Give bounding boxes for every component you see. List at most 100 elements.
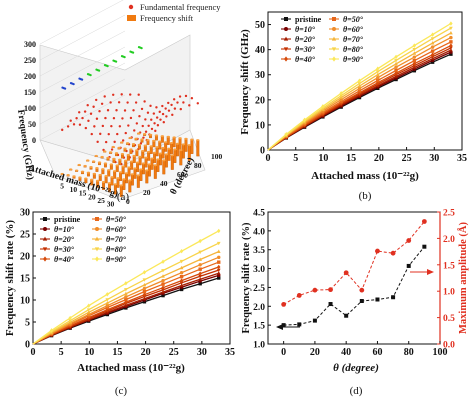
data-point: [284, 131, 288, 137]
legend-marker: [284, 17, 288, 21]
shift-bar-cap: [95, 167, 99, 170]
z-tick-label: 150: [24, 88, 36, 97]
amplitude-point: [281, 302, 287, 307]
data-point: [124, 297, 128, 302]
data-point: [449, 31, 453, 35]
wall-grid-line: [39, 78, 126, 125]
shift-bar: [153, 152, 157, 163]
data-point: [142, 286, 147, 291]
panel-c-xlabel: Attached mass (10⁻²²g): [77, 362, 185, 374]
fundamental-dot: [137, 93, 140, 96]
data-point: [357, 89, 362, 93]
shift-bar: [113, 171, 117, 179]
shift-bar-cap: [172, 136, 176, 139]
data-point: [179, 248, 184, 254]
fundamental-dot: [81, 116, 84, 120]
panel-a-legend: Fundamental frequency Frequency shift: [127, 2, 221, 23]
z-tick-label: 0: [32, 136, 36, 145]
data-point: [430, 37, 435, 41]
y-right-tick-label: 1.0: [443, 288, 455, 298]
fundamental-dot: [182, 101, 185, 104]
legend-label-shift: Frequency shift: [140, 13, 194, 23]
fundamental-dot: [87, 119, 90, 123]
shift-bar: [130, 174, 134, 186]
data-point: [216, 271, 221, 275]
shift-bar-cap: [141, 150, 145, 153]
shift-bar-cap: [150, 157, 154, 160]
data-point: [394, 68, 398, 73]
shift-bar: [181, 144, 185, 159]
data-point: [161, 288, 165, 292]
shift-bar: [116, 178, 120, 188]
panel-c-ylabel: Frequency shift rate (%): [4, 220, 16, 337]
z-tick-label: 250: [24, 56, 36, 65]
shift-bar-cap: [144, 156, 148, 159]
data-point: [198, 277, 203, 281]
fundamental-dot: [144, 130, 148, 133]
shift-bar-cap: [187, 144, 191, 147]
shift-rate-point: [422, 244, 427, 249]
y-tick-label: 30: [20, 208, 30, 219]
y-left-tick-label: 1.5: [253, 322, 265, 332]
legend-marker: [42, 236, 48, 241]
y-tick-label: 100: [211, 152, 223, 161]
y-right-tick-label: 0.0: [443, 341, 455, 351]
legend-marker: [283, 36, 289, 41]
shift-bar: [173, 149, 177, 163]
data-point: [105, 292, 109, 297]
shift-bar-cap: [117, 146, 121, 149]
fundamental-dot: [140, 107, 144, 111]
wall-grid-line: [39, 30, 126, 77]
shift-bar-cap: [101, 180, 106, 183]
x-tick-label: 15: [112, 347, 122, 358]
data-point: [198, 257, 203, 261]
shift-bar: [144, 157, 148, 168]
y-tick-label: 40: [160, 179, 168, 188]
data-point: [105, 298, 110, 302]
shift-bar-cap: [66, 174, 70, 177]
shift-bar-cap: [112, 170, 117, 173]
data-point: [412, 55, 417, 59]
shift-bar: [164, 154, 168, 168]
shift-bar-cap: [129, 148, 133, 151]
shift-rate-point: [344, 313, 349, 318]
data-point: [412, 61, 417, 66]
fundamental-dot: [144, 118, 147, 121]
shift-bar-cap: [126, 153, 131, 156]
x-tick-label: 35: [457, 153, 467, 164]
shift-bar: [166, 136, 170, 145]
shift-bar-cap: [137, 143, 142, 146]
shift-bar-cap: [108, 151, 113, 154]
shift-bar-cap: [163, 141, 168, 144]
wall-grid-line: [39, 14, 126, 61]
panel-b-marks: [267, 21, 453, 151]
shift-bar: [125, 173, 128, 184]
data-point: [142, 270, 147, 275]
x-tick-label: 0: [281, 347, 286, 358]
shift-rate-line: [283, 246, 425, 326]
amplitude-point: [375, 248, 380, 254]
upper-mode-dot: [72, 83, 75, 86]
fundamental-dot: [146, 111, 150, 114]
x-tick-label: 40: [341, 347, 351, 358]
legend-marker: [43, 256, 47, 262]
legend-label: θ=10°: [54, 225, 75, 234]
fundamental-dot: [113, 140, 116, 144]
z-tick-label: 200: [24, 72, 36, 81]
fundamental-dot: [133, 129, 136, 132]
fundamental-dot: [110, 124, 113, 128]
fundamental-dot: [84, 126, 88, 130]
fundamental-dot: [86, 104, 89, 107]
fundamental-dot: [153, 122, 156, 125]
data-point: [217, 264, 221, 270]
shift-bar-cap: [156, 158, 160, 161]
data-point: [86, 310, 91, 314]
fundamental-dot: [104, 116, 107, 120]
x-tick-label: 15: [79, 189, 87, 198]
y-tick-label: 25: [20, 230, 30, 241]
data-point: [430, 49, 435, 53]
x-tick-label: 5: [59, 347, 64, 358]
shift-bar-cap: [69, 168, 73, 171]
shift-bar-cap: [89, 165, 93, 168]
